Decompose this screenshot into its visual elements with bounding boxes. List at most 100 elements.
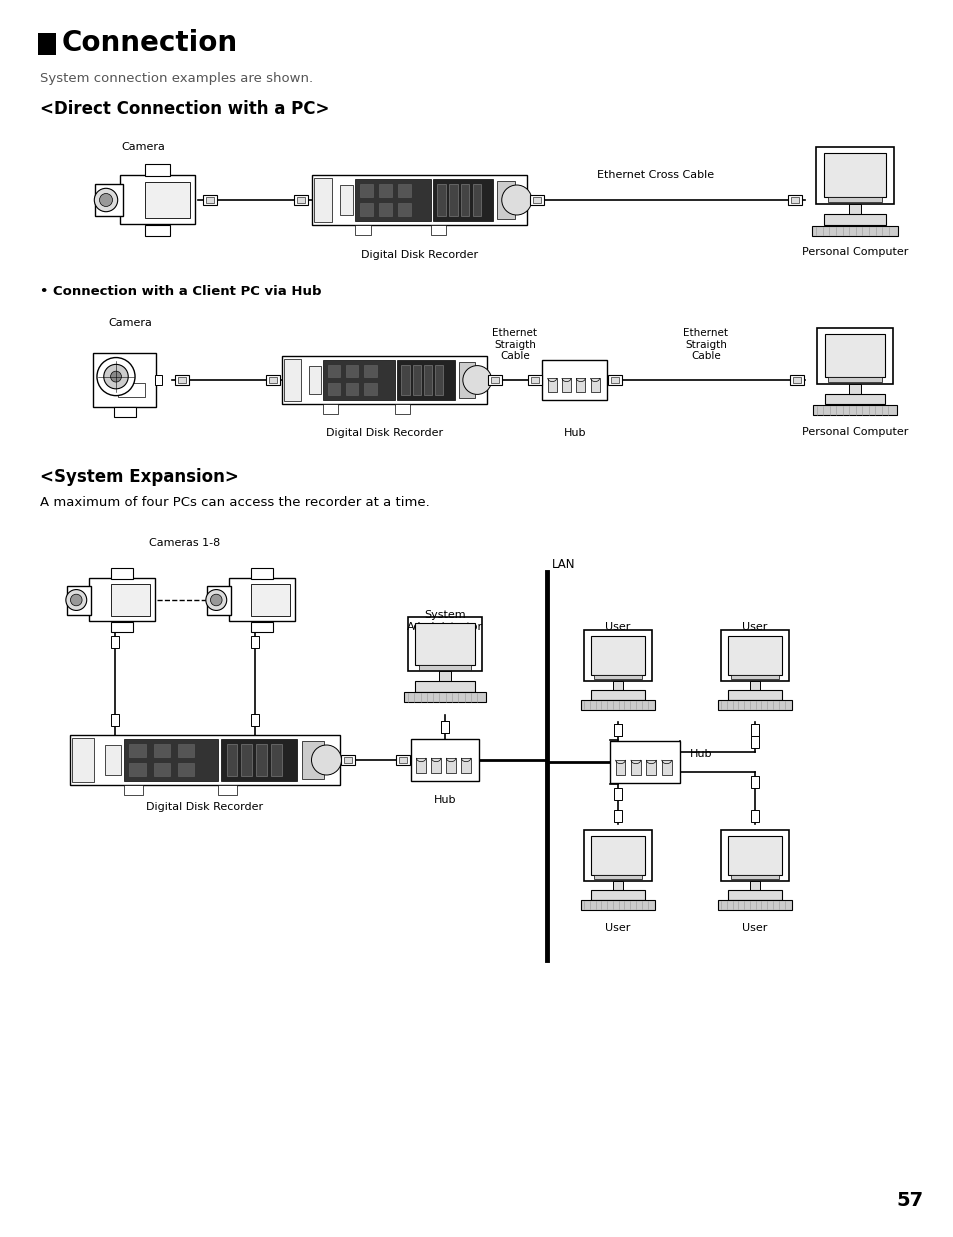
Circle shape <box>501 186 531 215</box>
Text: • Connection with a Client PC via Hub: • Connection with a Client PC via Hub <box>40 285 321 298</box>
Bar <box>811 226 897 236</box>
Text: System
Administrator: System Administrator <box>407 610 482 632</box>
Bar <box>630 760 640 774</box>
Bar <box>346 383 358 396</box>
Bar <box>461 758 471 773</box>
Bar <box>344 757 352 763</box>
Text: System connection examples are shown.: System connection examples are shown. <box>40 72 313 85</box>
Circle shape <box>312 745 341 776</box>
Text: User: User <box>741 923 767 933</box>
Bar <box>251 584 290 616</box>
Bar <box>580 901 655 909</box>
Circle shape <box>97 357 135 396</box>
Bar <box>227 743 237 776</box>
Bar <box>590 891 644 899</box>
Text: Digital Disk Recorder: Digital Disk Recorder <box>361 250 478 260</box>
Bar <box>789 375 803 385</box>
Bar <box>413 365 420 396</box>
Bar <box>790 197 799 203</box>
Bar <box>440 721 449 734</box>
Circle shape <box>104 365 128 388</box>
Bar <box>284 359 300 401</box>
Bar <box>458 361 475 398</box>
Bar <box>251 568 273 579</box>
Bar <box>561 379 571 392</box>
Bar <box>282 356 487 404</box>
Bar <box>153 763 170 776</box>
Bar <box>251 636 258 648</box>
Bar <box>488 375 501 385</box>
Bar <box>590 379 599 392</box>
Bar <box>727 835 781 875</box>
Bar <box>590 835 644 875</box>
Bar <box>396 360 455 400</box>
Text: A maximum of four PCs can access the recorder at a time.: A maximum of four PCs can access the rec… <box>40 496 429 508</box>
Text: Hub: Hub <box>563 428 586 438</box>
Bar <box>717 901 792 909</box>
Bar <box>296 197 305 203</box>
Bar <box>612 680 623 690</box>
Bar <box>117 383 145 397</box>
Bar <box>661 760 671 774</box>
Bar <box>749 680 760 690</box>
Bar <box>124 738 218 781</box>
Bar <box>415 682 474 691</box>
Bar <box>720 830 788 881</box>
Bar <box>614 788 621 800</box>
Circle shape <box>206 590 227 610</box>
Bar <box>612 881 623 891</box>
Bar <box>95 184 123 216</box>
Bar <box>750 724 759 736</box>
Bar <box>823 214 885 225</box>
Bar <box>401 365 409 396</box>
Bar <box>404 693 485 703</box>
Bar <box>823 393 884 404</box>
Bar <box>114 407 135 417</box>
Bar <box>395 755 410 764</box>
Circle shape <box>94 188 117 212</box>
Bar <box>646 760 656 774</box>
Bar <box>266 375 280 385</box>
Bar <box>398 203 411 216</box>
Bar <box>436 184 445 216</box>
Text: Camera: Camera <box>121 142 165 152</box>
Text: Hub: Hub <box>689 748 712 760</box>
Bar <box>431 225 445 235</box>
Bar <box>178 743 194 757</box>
Bar <box>364 383 376 396</box>
Bar <box>727 690 781 699</box>
Bar <box>398 184 411 197</box>
Bar <box>340 186 353 215</box>
Bar <box>178 377 186 383</box>
Bar <box>848 383 861 393</box>
Circle shape <box>99 193 112 207</box>
Bar <box>229 578 294 621</box>
Bar <box>314 178 332 221</box>
Bar <box>827 197 882 202</box>
Bar <box>750 810 759 823</box>
Circle shape <box>66 590 87 610</box>
Bar <box>438 672 451 682</box>
Bar <box>431 758 440 773</box>
Bar <box>472 184 480 216</box>
Bar <box>594 674 641 679</box>
Bar <box>823 152 885 197</box>
Bar <box>609 741 679 783</box>
Bar <box>154 375 162 385</box>
Bar <box>398 757 407 763</box>
Bar <box>583 630 651 680</box>
Bar <box>816 328 892 383</box>
Bar <box>530 195 543 205</box>
Text: LAN: LAN <box>552 558 575 571</box>
Bar <box>411 738 478 781</box>
Bar <box>327 383 339 396</box>
Bar <box>251 622 273 632</box>
Bar <box>449 184 457 216</box>
Bar <box>614 724 621 736</box>
Text: Ethernet Cross Cable: Ethernet Cross Cable <box>597 169 714 181</box>
Bar <box>67 585 91 615</box>
Bar <box>787 195 801 205</box>
Bar <box>615 760 625 774</box>
Bar <box>111 636 119 648</box>
Bar <box>203 195 216 205</box>
